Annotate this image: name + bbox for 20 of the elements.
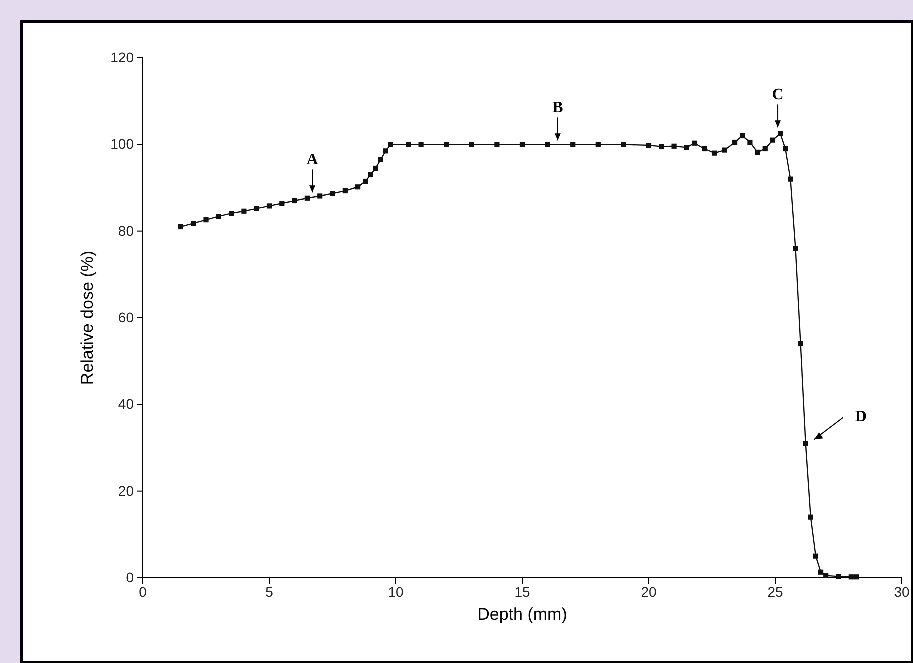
y-tick-label: 60 xyxy=(118,309,134,326)
x-tick-label: 30 xyxy=(894,584,910,600)
x-tick-label: 10 xyxy=(388,584,404,600)
y-axis-title: Relative dose (%) xyxy=(78,250,97,386)
annotation: D xyxy=(855,408,867,426)
x-axis-title: Depth (mm) xyxy=(478,605,568,624)
annotation: A xyxy=(306,152,319,169)
y-tick-label: 20 xyxy=(118,482,134,499)
annotation: B xyxy=(552,100,564,117)
x-tick-label: 5 xyxy=(266,584,274,600)
x-tick-label: 15 xyxy=(514,584,530,600)
x-tick-label: 0 xyxy=(139,584,148,600)
y-tick-label: 100 xyxy=(110,136,134,152)
annotation: C xyxy=(772,86,784,104)
y-tick-label: 40 xyxy=(118,396,134,412)
y-tick-label: 120 xyxy=(110,49,134,66)
x-tick-label: 20 xyxy=(641,584,657,600)
y-tick-label: 80 xyxy=(118,222,134,239)
x-tick-label: 25 xyxy=(768,584,784,600)
y-tick-label: 0 xyxy=(126,569,134,586)
